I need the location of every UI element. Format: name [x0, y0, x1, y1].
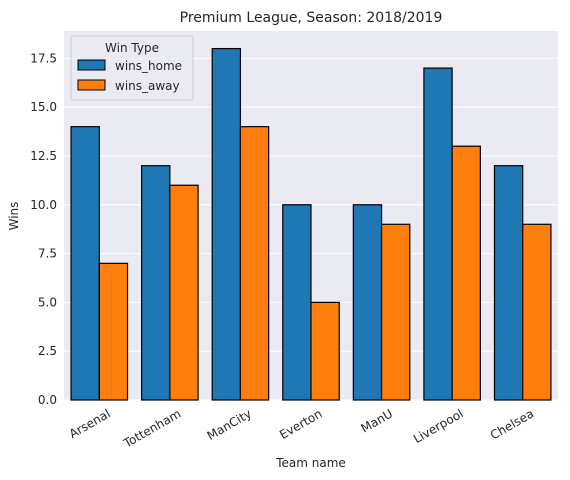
- legend-label-wins-home: wins_home: [115, 59, 182, 73]
- y-tick-labels: 0.0 2.5 5.0 7.5 10.0 12.5 15.0 17.5: [30, 51, 57, 407]
- x-tick-label: Everton: [277, 406, 324, 441]
- bar-wins-away-everton: [310, 301, 340, 401]
- bar-wins-away-tottenham: [169, 184, 199, 401]
- bar-wins-away-mancity: [239, 126, 270, 401]
- bar-wins-home-liverpool: [423, 67, 453, 401]
- x-tick-label: Arsenal: [67, 406, 113, 441]
- y-axis-label: Wins: [7, 202, 21, 231]
- bar-wins-home-chelsea: [493, 165, 524, 401]
- legend-swatch-wins-away: [77, 79, 106, 91]
- bar-wins-home-everton: [282, 204, 312, 401]
- y-tick-label: 12.5: [30, 149, 57, 163]
- x-tick-label: Liverpool: [411, 406, 466, 446]
- x-axis-label: Team name: [275, 456, 346, 470]
- y-tick-label: 7.5: [38, 247, 57, 261]
- bar-wins-away-chelsea: [522, 223, 552, 401]
- bar-wins-away-liverpool: [451, 145, 481, 401]
- x-tick-label: ManCity: [205, 406, 254, 443]
- bar-wins-home-manu: [352, 204, 383, 401]
- legend-label-wins-away: wins_away: [115, 79, 180, 93]
- chart-title: Premium League, Season: 2018/2019: [180, 10, 443, 26]
- legend-swatch-wins-home: [77, 59, 106, 71]
- y-tick-label: 17.5: [30, 51, 57, 65]
- legend-title: Win Type: [105, 41, 159, 55]
- x-tick-label: Tottenham: [120, 406, 183, 450]
- y-tick-label: 15.0: [30, 100, 57, 114]
- bar-wins-home-mancity: [211, 47, 242, 401]
- x-tick-label: ManU: [359, 406, 396, 435]
- x-tick-label: Chelsea: [488, 406, 536, 442]
- bar-wins-home-tottenham: [141, 165, 171, 401]
- y-tick-label: 5.0: [38, 295, 57, 309]
- bar-wins-away-arsenal: [98, 262, 129, 401]
- bars: [70, 47, 552, 401]
- bar-wins-away-manu: [380, 223, 411, 401]
- legend: Win Type wins_home wins_away: [70, 35, 194, 101]
- y-tick-label: 10.0: [30, 198, 57, 212]
- bar-wins-home-arsenal: [70, 126, 100, 401]
- x-tick-labels: Arsenal Tottenham ManCity Everton ManU Liverp…: [67, 406, 536, 450]
- y-tick-label: 2.5: [38, 344, 57, 358]
- y-tick-label: 0.0: [38, 393, 57, 407]
